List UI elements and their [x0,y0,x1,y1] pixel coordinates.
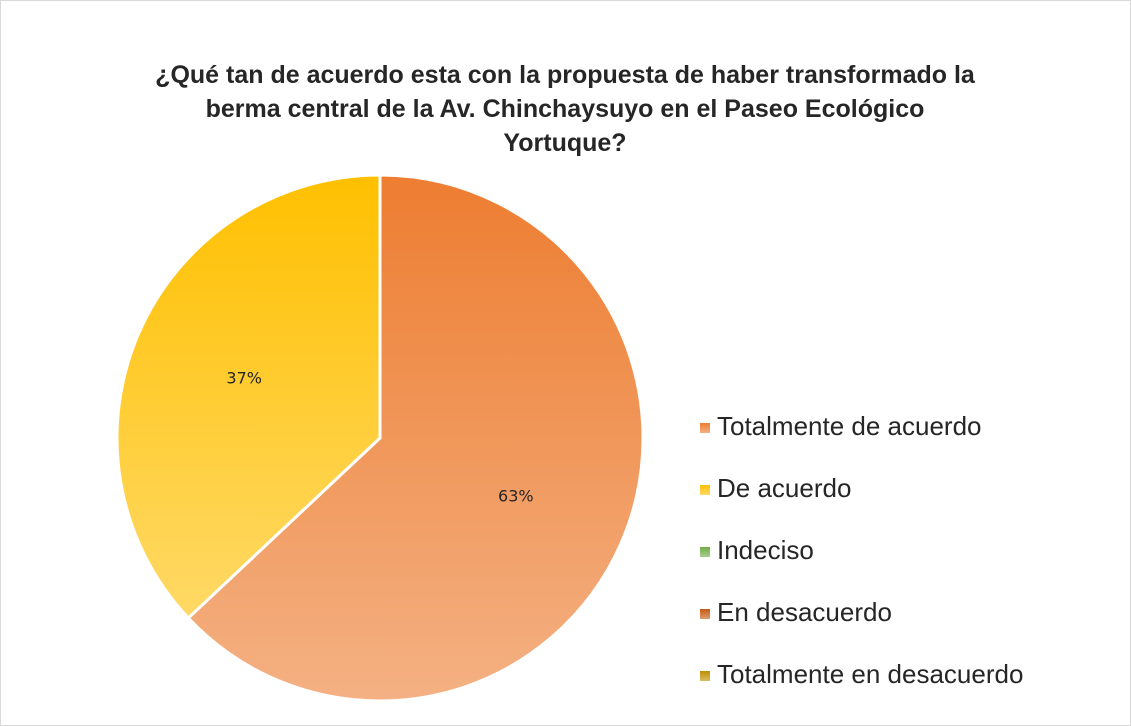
legend-swatch [700,547,710,557]
chart-title: ¿Qué tan de acuerdo esta con la propuest… [155,61,975,157]
legend-label: De acuerdo [717,473,851,503]
legend-label: Totalmente de acuerdo [717,411,982,441]
data-label: 37% [226,369,262,388]
legend-label: En desacuerdo [717,597,892,627]
legend-swatch [700,671,710,681]
legend-label: Indeciso [717,535,814,565]
legend-swatch [700,423,710,433]
legend-swatch [700,609,710,619]
pie-slice [186,173,645,703]
legend-label: Totalmente en desacuerdo [717,659,1023,689]
legend-swatch [700,485,710,495]
pie-slice [115,173,382,621]
data-label: 63% [498,486,534,505]
